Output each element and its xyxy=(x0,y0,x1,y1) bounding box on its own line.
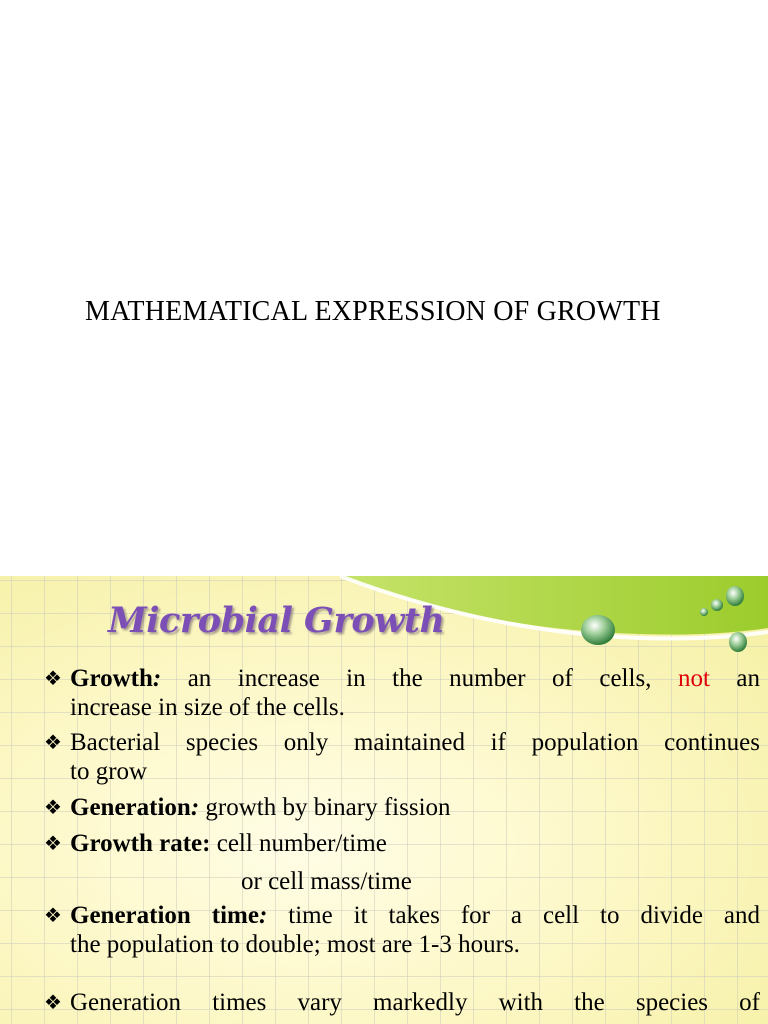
swoosh-band xyxy=(340,576,768,635)
list-item: ❖ Generation times vary markedly with th… xyxy=(44,989,760,1016)
slide-title: Microbial Growth xyxy=(108,600,445,641)
diamond-bullet-icon: ❖ xyxy=(44,990,62,1014)
list-item-continuation: or cell mass/time xyxy=(241,868,412,895)
diamond-bullet-icon: ❖ xyxy=(44,903,62,927)
diamond-bullet-icon: ❖ xyxy=(44,730,62,754)
water-drop-icon xyxy=(726,586,744,606)
term: Generation xyxy=(70,794,191,821)
water-drop-icon xyxy=(729,632,747,652)
list-item: ❖ Growth: an increase in the number of c… xyxy=(44,665,760,721)
highlight-text: not xyxy=(677,665,710,692)
grid-background xyxy=(0,576,768,1024)
slide-microbial-growth: Microbial Growth ❖ Growth: an increase i… xyxy=(0,576,768,1024)
list-item: ❖ Generation: growth by binary fission xyxy=(44,794,451,821)
diamond-bullet-icon: ❖ xyxy=(44,795,62,819)
term: Growth rate: xyxy=(70,830,211,857)
list-item: ❖ Generation time: time it takes for a c… xyxy=(44,902,760,958)
title-page: MATHEMATICAL EXPRESSION OF GROWTH xyxy=(85,296,661,327)
green-swoosh-decoration xyxy=(339,576,768,652)
water-drop-icon xyxy=(700,608,708,616)
diamond-bullet-icon: ❖ xyxy=(44,831,62,855)
term: Growth xyxy=(70,665,153,692)
bullet-list: ❖ Growth: an increase in the number of c… xyxy=(0,576,768,1024)
water-drop-icon xyxy=(581,615,615,645)
list-item: ❖ Growth rate: cell number/time xyxy=(44,830,387,857)
water-drop-icon xyxy=(711,599,723,611)
page-heading: MATHEMATICAL EXPRESSION OF GROWTH xyxy=(85,296,661,327)
term: Generation time xyxy=(70,902,259,929)
list-item: ❖ Bacterial species only maintained if p… xyxy=(44,729,760,785)
diamond-bullet-icon: ❖ xyxy=(44,666,62,690)
